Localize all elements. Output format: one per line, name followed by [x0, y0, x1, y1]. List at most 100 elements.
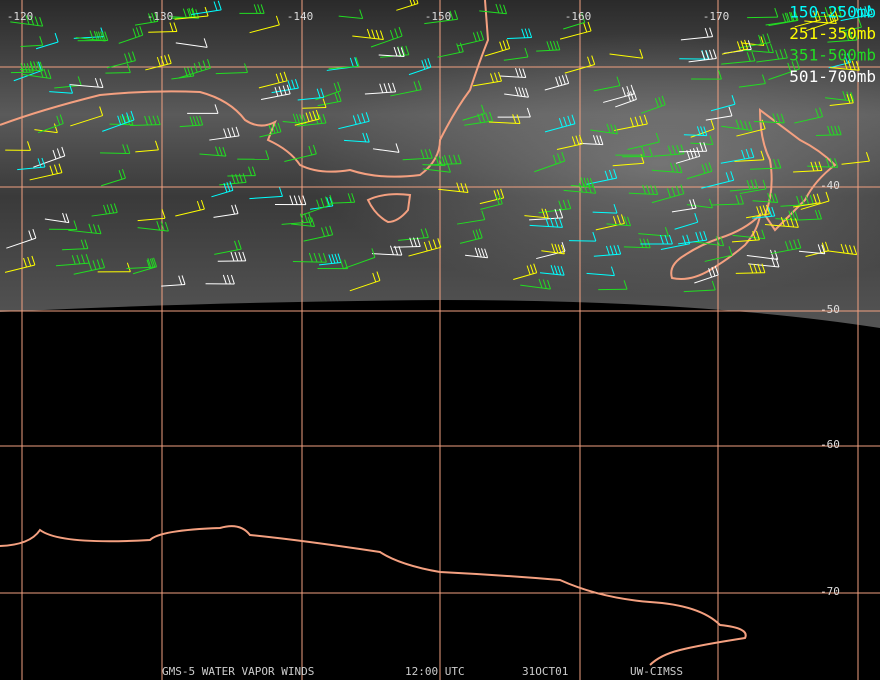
barb-flag: [739, 120, 744, 130]
barb-flag: [634, 116, 639, 126]
barb-flag: [711, 266, 716, 277]
wind-barb: [680, 27, 714, 41]
barb-flag: [810, 161, 815, 172]
wind-barb: [101, 168, 126, 187]
barb-flag: [99, 78, 104, 88]
barb-flag: [538, 278, 543, 289]
barb-flag: [355, 57, 360, 67]
barb-flag: [740, 40, 745, 50]
barb-flag: [400, 47, 405, 57]
barb-shaft: [794, 19, 821, 28]
barb-shaft: [678, 239, 707, 245]
wind-barb: [804, 13, 837, 25]
barb-flag: [351, 193, 356, 203]
barb-shaft: [593, 253, 621, 257]
barb-flag: [622, 87, 626, 97]
barb-flag: [481, 248, 485, 258]
barb-flag: [680, 144, 685, 154]
barb-shaft: [302, 107, 327, 109]
barb-shaft: [701, 179, 734, 189]
barb-flag: [322, 113, 327, 124]
barb-flag: [791, 61, 796, 71]
barb-shaft: [249, 195, 283, 200]
barb-shaft: [178, 67, 211, 79]
barb-flag: [329, 194, 334, 205]
barb-shaft: [408, 246, 441, 257]
barb-flag: [164, 55, 169, 65]
barb-shaft: [457, 219, 485, 225]
barb-shaft: [513, 272, 537, 281]
barb-flag: [592, 231, 597, 242]
barb-shaft: [660, 243, 690, 250]
barb-flag: [672, 145, 676, 155]
wind-barb: [22, 68, 52, 80]
barb-flag: [557, 265, 562, 276]
barb-shaft: [704, 254, 733, 262]
barb-flag: [293, 195, 298, 205]
barb-shaft: [705, 115, 733, 121]
barb-flag: [735, 119, 740, 129]
barb-flag: [741, 149, 746, 160]
barb-shaft: [793, 170, 822, 173]
barb-flag: [291, 79, 296, 89]
barb-flag: [524, 47, 529, 58]
barb-flag: [580, 177, 585, 187]
barb-flag: [37, 158, 42, 168]
wind-barb: [422, 156, 446, 167]
barb-flag: [311, 217, 316, 227]
barb-flag: [286, 84, 291, 95]
wind-barb: [793, 161, 823, 173]
wind-barb: [219, 173, 247, 186]
wind-barb: [815, 125, 842, 136]
barb-flag: [630, 91, 634, 101]
wind-barb: [544, 114, 576, 133]
wind-barb: [628, 184, 659, 195]
barb-shaft: [191, 9, 222, 15]
barb-flag: [800, 195, 805, 205]
barb-shaft: [49, 91, 73, 94]
wind-barb: [745, 204, 770, 219]
wind-barb: [227, 166, 256, 177]
barb-flag: [791, 210, 796, 221]
barb-shaft: [438, 188, 469, 194]
wind-barb: [541, 243, 565, 255]
barb-flag: [815, 108, 820, 118]
barb-flag: [728, 246, 733, 256]
barb-shaft: [259, 131, 282, 138]
barb-flag: [347, 193, 352, 203]
barb-flag: [41, 157, 46, 168]
barb-flag: [703, 230, 708, 241]
longitude-label: -170: [703, 10, 730, 23]
barb-flag: [376, 271, 381, 281]
wind-barb: [408, 238, 442, 257]
barb-flag: [61, 146, 66, 157]
barb-flag: [571, 114, 576, 124]
barb-flag: [36, 61, 41, 71]
barb-flag: [552, 154, 557, 165]
barb-shaft: [680, 36, 713, 41]
wind-barb: [75, 30, 107, 42]
barb-flag: [318, 252, 323, 263]
barb-flag: [449, 10, 454, 21]
barb-shaft: [213, 213, 239, 218]
wind-barb: [33, 146, 66, 168]
barb-flag: [248, 166, 252, 176]
wind-barb: [457, 30, 485, 47]
barb-flag: [43, 68, 48, 79]
barb-shaft: [91, 211, 118, 217]
wind-barb: [739, 33, 771, 49]
barb-flag: [709, 135, 714, 145]
barb-shaft: [559, 30, 592, 40]
barb-flag: [279, 72, 284, 82]
barb-flag: [275, 15, 280, 26]
wind-barb: [13, 61, 42, 82]
barb-flag: [122, 144, 127, 154]
barb-flag: [421, 60, 426, 70]
barb-shaft: [10, 21, 43, 27]
barb-flag: [489, 111, 494, 122]
wind-barb: [828, 53, 851, 69]
barb-flag: [744, 120, 749, 131]
wind-barb: [499, 67, 527, 79]
barb-flag: [555, 77, 560, 87]
barb-shaft: [13, 70, 42, 82]
